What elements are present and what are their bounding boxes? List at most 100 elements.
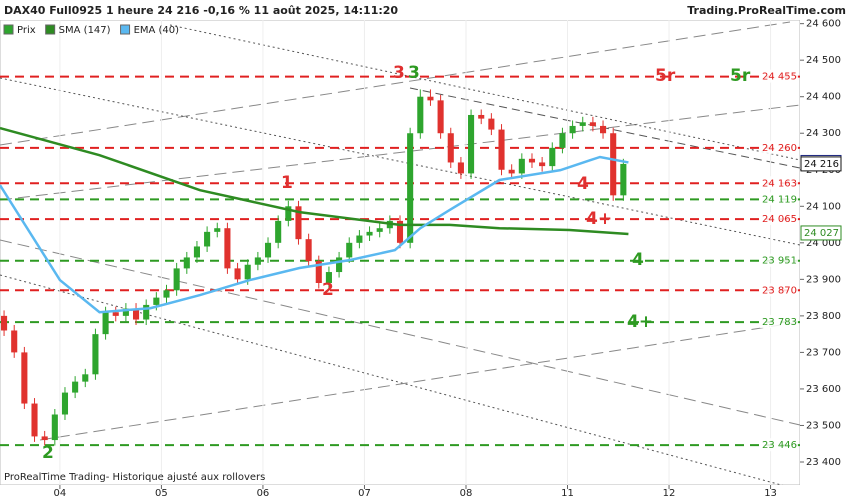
footer: ProRealTime Trading- Historique ajusté a… <box>4 471 265 483</box>
candle-body <box>396 220 404 243</box>
level-label-bg <box>760 212 798 226</box>
annotation: 2 <box>42 443 54 463</box>
trend-line <box>0 77 801 246</box>
level-label: 24 260 <box>762 143 797 154</box>
candle-body <box>1 315 8 331</box>
candle-body <box>468 114 475 174</box>
candle-body <box>508 169 515 174</box>
candle-body <box>41 436 48 441</box>
level-label: 24 065 <box>762 214 797 225</box>
annotation: 3 <box>408 63 420 83</box>
x-tick-label: 12 <box>663 488 676 499</box>
candle-body <box>498 129 505 170</box>
candle-body <box>204 231 211 247</box>
legend-swatch <box>3 24 14 35</box>
plot-area <box>0 19 801 486</box>
candle-body <box>224 228 231 269</box>
candle-body <box>82 374 89 382</box>
candle-body <box>427 96 434 101</box>
annotation: 5r <box>730 66 751 86</box>
annotation: 4 <box>577 174 589 194</box>
annotation: 4 <box>632 250 644 270</box>
x-tick-label: 11 <box>561 488 574 499</box>
x-tick-label: 07 <box>358 488 371 499</box>
legend: Prix SMA (147) EMA (40) <box>3 24 179 36</box>
candle-body <box>325 272 332 284</box>
candle-body <box>234 268 241 280</box>
trend-line <box>0 21 791 146</box>
y-tick-label: 23 400 <box>806 457 841 468</box>
level-label: 24 455 <box>762 72 797 83</box>
level-label: 23 951 <box>762 256 797 267</box>
x-tick-label: 08 <box>460 488 473 499</box>
candle-body <box>264 242 272 258</box>
annotation: 1 <box>281 173 293 193</box>
candle-body <box>153 297 160 305</box>
level-label-bg <box>760 315 798 329</box>
candle-body <box>336 257 343 273</box>
header-bar <box>0 0 850 20</box>
level-label: 24 163 <box>762 178 797 189</box>
header-title: DAX40 Full0925 1 heure 24 216 -0,16 % 11… <box>4 4 398 17</box>
trend-lines <box>0 21 801 491</box>
grid <box>59 20 772 485</box>
candle-body <box>346 242 353 258</box>
level-label: 24 119 <box>762 194 797 205</box>
candle-body <box>305 239 312 262</box>
candle-body <box>295 206 302 240</box>
candle-body <box>376 228 383 232</box>
level-label-bg <box>760 192 798 206</box>
marks <box>0 89 629 446</box>
candle-body <box>549 147 556 167</box>
candle-body <box>356 235 363 243</box>
x-tick-label: 06 <box>257 488 270 499</box>
level-label-bg <box>760 283 798 297</box>
level-label: 23 870 <box>762 285 797 296</box>
levels: 24 455 24 260 24 163 24 119 24 065 23 951 23 8… <box>0 69 800 452</box>
y-tick-label: 24 000 <box>806 238 841 249</box>
legend-swatch <box>120 24 131 35</box>
trend-line <box>39 321 801 441</box>
candle-body <box>51 414 58 441</box>
candle-body <box>122 308 129 316</box>
candle-body <box>600 125 607 134</box>
candle-body <box>61 392 69 415</box>
trend-line <box>169 24 801 161</box>
price-label: 24 216 <box>804 159 839 170</box>
header-site: Trading.ProRealTime.com <box>687 4 846 17</box>
candle-body <box>518 158 525 174</box>
level-label-bg <box>760 176 798 190</box>
y-tick-label: 23 600 <box>806 384 841 395</box>
annotation: 2 <box>322 280 334 300</box>
candle-body <box>112 312 119 316</box>
candle-body <box>285 206 292 221</box>
price-label-box <box>800 225 842 241</box>
candle-body <box>457 162 464 174</box>
candle-body <box>478 114 485 119</box>
y-tick-label: 24 600 <box>806 19 841 30</box>
level-label-bg <box>760 253 798 267</box>
candle-body <box>143 304 150 320</box>
candle-body <box>92 334 99 375</box>
trend-line <box>0 104 801 201</box>
candle-body <box>528 158 536 163</box>
level-label: 23 446 <box>762 440 797 451</box>
trend-line <box>0 274 801 491</box>
candle-body <box>559 133 566 148</box>
level-label-bg <box>760 69 798 83</box>
ma-line <box>0 126 629 236</box>
candle-body <box>539 162 546 167</box>
candle-body <box>173 268 180 291</box>
y-tick-label: 23 700 <box>806 347 841 358</box>
x-tick-label: 05 <box>155 488 168 499</box>
candle-body <box>183 257 190 269</box>
candle-body <box>366 231 373 236</box>
candle-body <box>589 122 596 126</box>
candle-body <box>214 228 221 232</box>
candle-body <box>488 118 495 130</box>
candle-body <box>275 220 282 243</box>
trend-line <box>0 239 801 426</box>
y-tick-label: 23 900 <box>806 274 841 285</box>
